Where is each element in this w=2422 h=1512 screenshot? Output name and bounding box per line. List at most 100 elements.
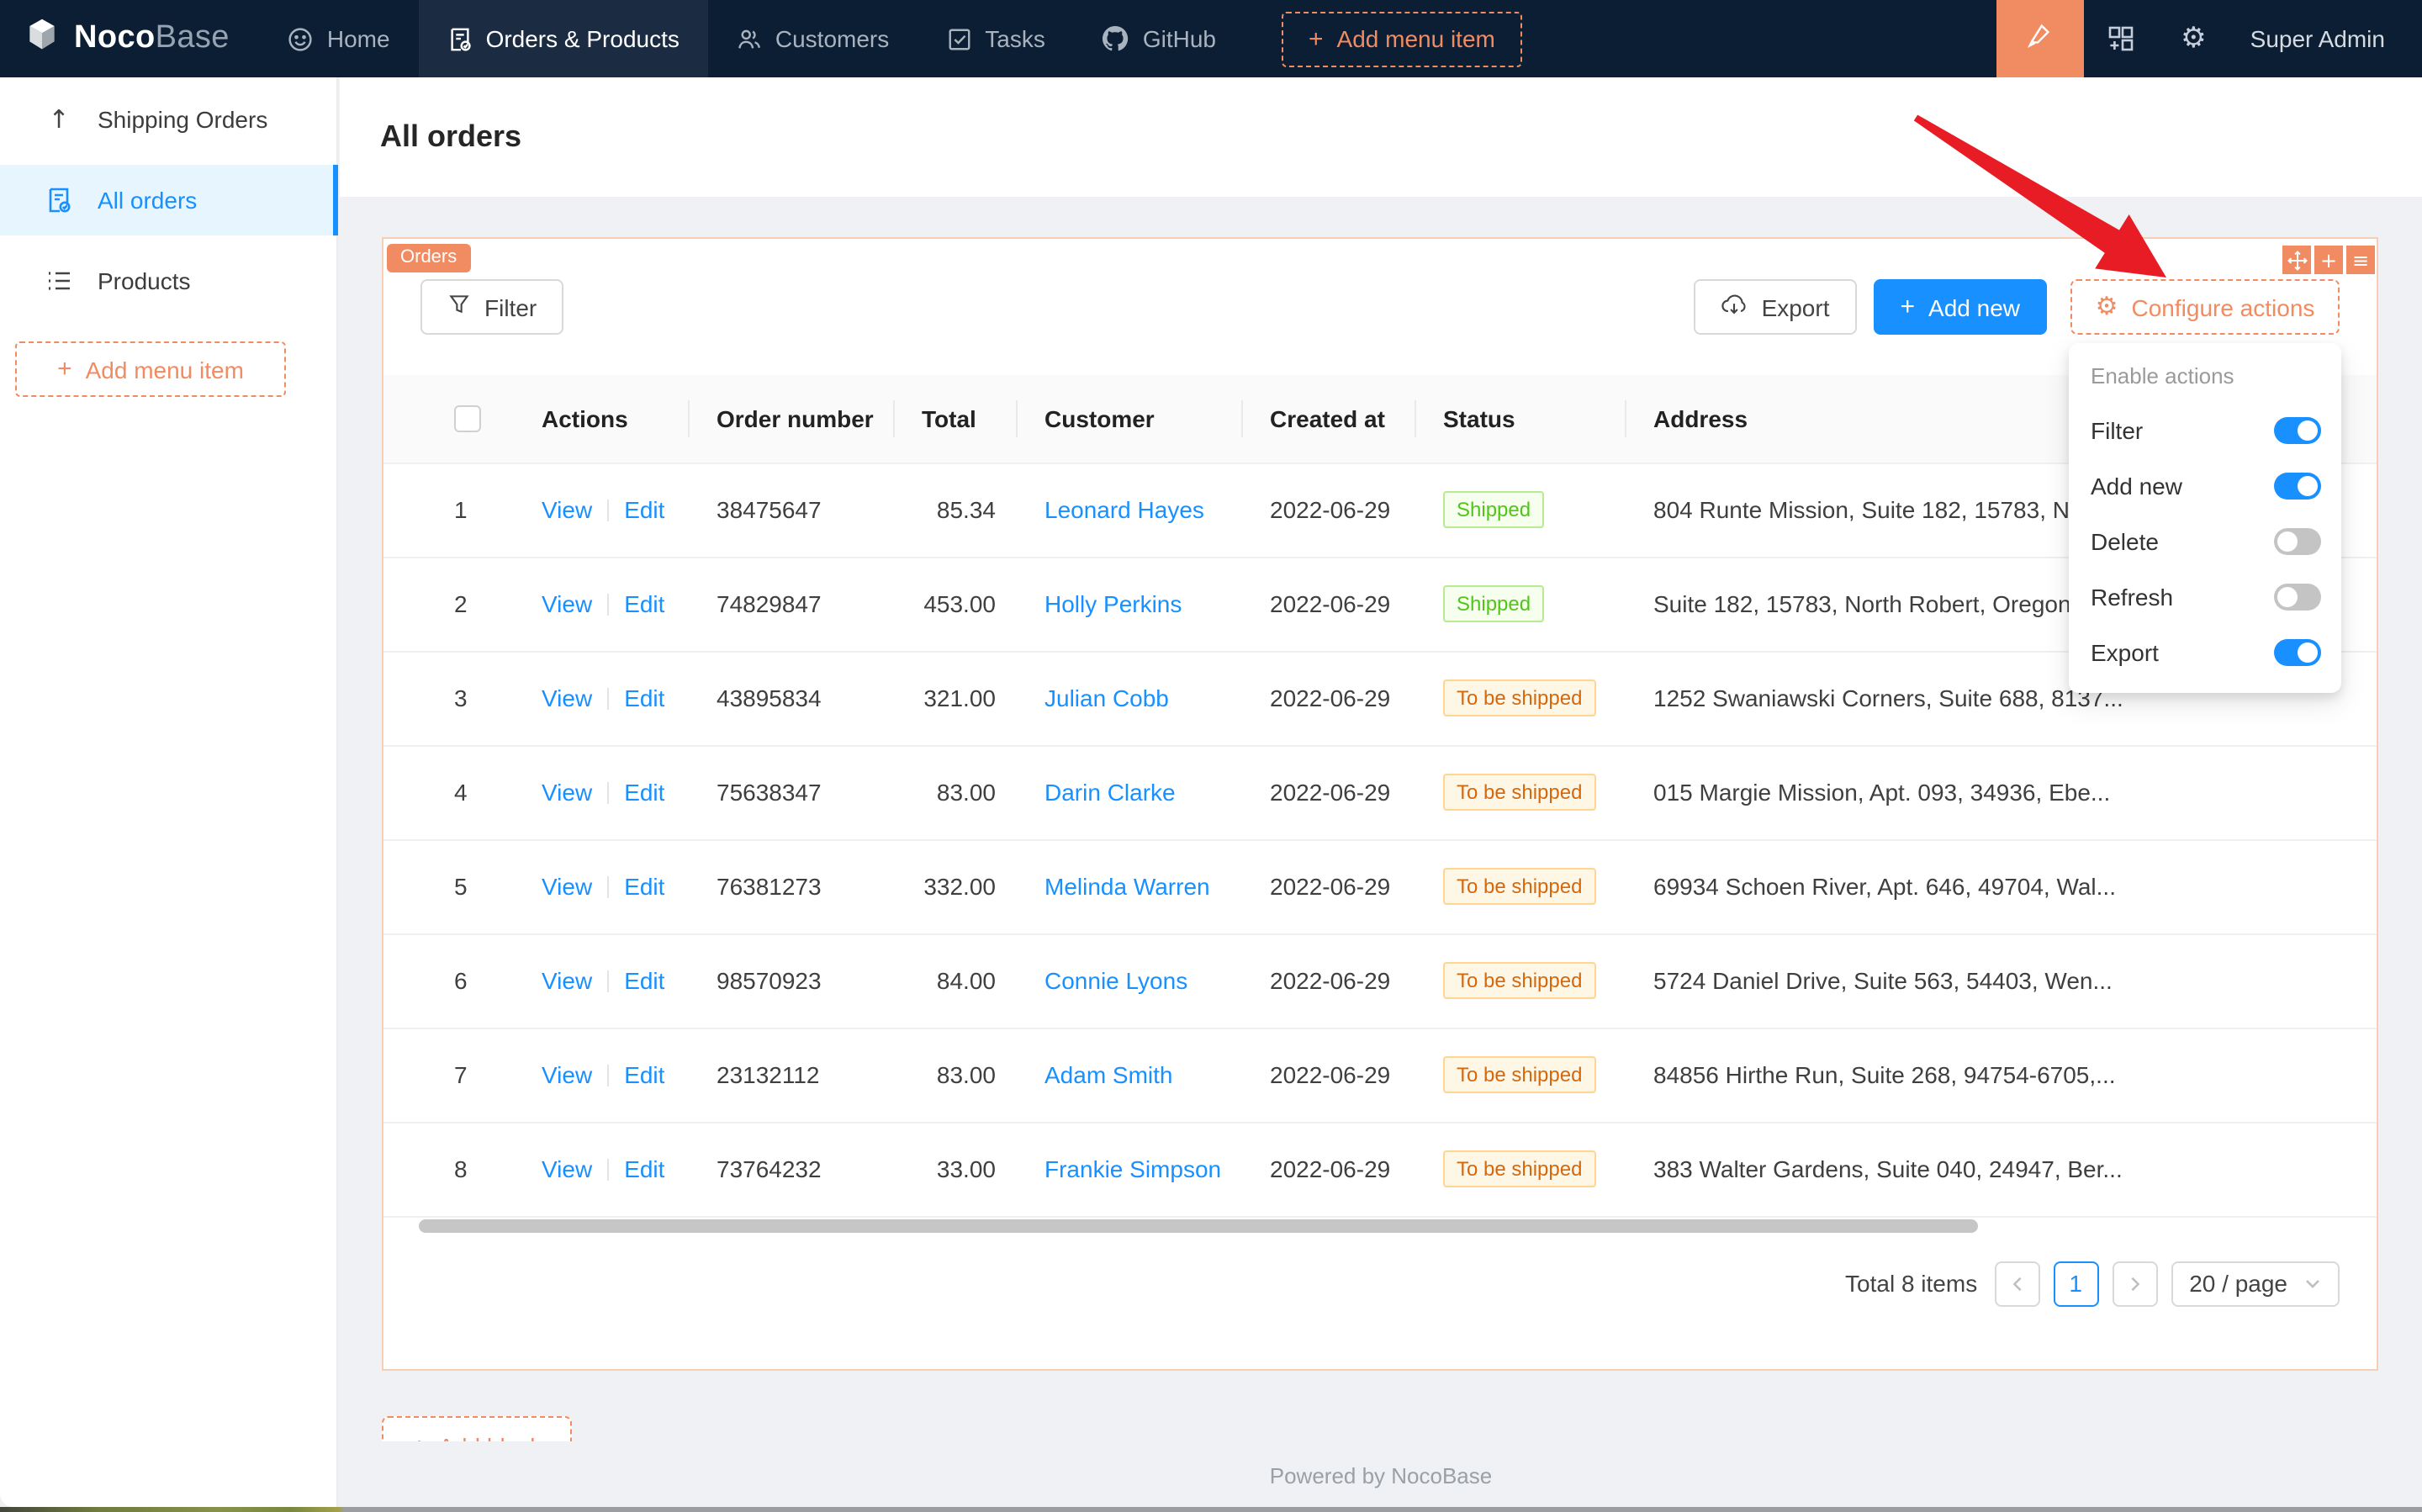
export-toggle[interactable] [2274,638,2321,665]
file-done-icon [447,26,473,51]
export-button[interactable]: Export [1695,279,1857,335]
customer-link[interactable]: Darin Clarke [1044,779,1176,806]
table-row: 6ViewEdit9857092384.00Connie Lyons2022-0… [383,933,2377,1028]
add-new-button[interactable]: + Add new [1874,279,2048,335]
customer-link[interactable]: Frankie Simpson [1044,1155,1221,1182]
customer-cell: Adam Smith [1018,1028,1243,1122]
edit-link[interactable]: Edit [624,873,664,900]
enable-action-item-refresh[interactable]: Refresh [2069,568,2341,624]
view-link[interactable]: View [542,590,592,617]
customer-link[interactable]: Adam Smith [1044,1061,1173,1088]
settings-gear-icon[interactable]: ⚙ [2181,22,2207,56]
enable-action-item-export[interactable]: Export [2069,624,2341,679]
dropdown-items: Filter Add new DeleteRefreshExport [2069,402,2341,679]
view-link[interactable]: View [542,967,592,994]
ui-editor-button[interactable] [1996,0,2083,77]
edit-link[interactable]: Edit [624,685,664,711]
horizontal-scrollbar[interactable] [419,1219,1978,1233]
enable-action-item-filter[interactable]: Filter [2069,402,2341,457]
refresh-toggle[interactable] [2274,583,2321,610]
edit-link[interactable]: Edit [624,496,664,523]
customer-link[interactable]: Holly Perkins [1044,590,1182,617]
created-at-cell: 2022-06-29 [1243,557,1416,651]
page-size-select[interactable]: 20 / page [2171,1261,2340,1306]
sidebar-item-shipping-orders[interactable]: ↑ Shipping Orders [0,84,336,155]
sidebar-item-all-orders[interactable]: All orders [0,165,336,235]
add-block-button[interactable]: + Add block [382,1416,572,1441]
customer-link[interactable]: Leonard Hayes [1044,496,1204,523]
nav-item-label: GitHub [1143,25,1216,52]
prev-page-button[interactable] [1994,1261,2039,1306]
order-number-cell: 43895834 [690,651,895,745]
add-new-toggle[interactable] [2274,472,2321,499]
app-window: NocoBase Home Orders & Products [0,0,2422,1512]
table-row: 8ViewEdit7376423233.00Frankie Simpson202… [383,1122,2377,1216]
plus-icon: + [412,1434,427,1441]
view-link[interactable]: View [542,496,592,523]
view-link[interactable]: View [542,1061,592,1088]
row-index: 8 [383,1122,515,1216]
sidebar-add-menu-item-button[interactable]: + Add menu item [15,341,286,397]
enable-action-item-add-new[interactable]: Add new [2069,457,2341,513]
menu-icon[interactable]: ≡ [2346,246,2375,274]
nav-item-home[interactable]: Home [260,0,419,77]
delete-toggle[interactable] [2274,527,2321,554]
column-header-total[interactable]: Total [895,375,1018,463]
brand-logo[interactable]: NocoBase [0,16,260,61]
next-page-button[interactable] [2112,1261,2157,1306]
customer-link[interactable]: Julian Cobb [1044,685,1169,711]
user-menu[interactable]: Super Admin [2250,25,2385,52]
status-cell: To be shipped [1416,1028,1626,1122]
customer-cell: Melinda Warren [1018,839,1243,933]
filter-toggle[interactable] [2274,416,2321,443]
total-cell: 33.00 [895,1122,1018,1216]
edit-link[interactable]: Edit [624,1155,664,1182]
drag-icon[interactable] [2282,246,2311,274]
view-link[interactable]: View [542,1155,592,1182]
column-header-customer[interactable]: Customer [1018,375,1243,463]
select-all-checkbox[interactable] [454,405,481,432]
edit-link[interactable]: Edit [624,967,664,994]
edit-link[interactable]: Edit [624,1061,664,1088]
plus-icon[interactable]: + [2314,246,2343,274]
enable-action-item-delete[interactable]: Delete [2069,513,2341,568]
sidebar-item-products[interactable]: Products [0,246,336,316]
nav-item-customers[interactable]: Customers [708,0,918,77]
customer-link[interactable]: Melinda Warren [1044,873,1210,900]
status-cell: To be shipped [1416,839,1626,933]
address-cell: 383 Walter Gardens, Suite 040, 24947, Be… [1626,1122,2377,1216]
edit-link[interactable]: Edit [624,590,664,617]
nav-add-menu-item-button[interactable]: + Add menu item [1282,11,1522,66]
page-title: All orders [380,119,521,155]
plus-icon: + [1901,294,1916,320]
view-link[interactable]: View [542,685,592,711]
column-header-order-number[interactable]: Order number [690,375,895,463]
highlighter-icon [2025,20,2054,57]
column-header-created-at[interactable]: Created at [1243,375,1416,463]
block-designer-toolbar: + ≡ [2282,246,2375,274]
nav-item-tasks[interactable]: Tasks [918,0,1074,77]
enable-actions-dropdown: Enable actions FilterAdd newDeleteRefres… [2069,343,2341,693]
file-done-icon [45,187,72,214]
row-index: 5 [383,839,515,933]
filter-button[interactable]: Filter [420,279,563,335]
chevron-down-icon [2304,1275,2321,1292]
customer-link[interactable]: Connie Lyons [1044,967,1187,994]
status-cell: To be shipped [1416,933,1626,1028]
customer-cell: Holly Perkins [1018,557,1243,651]
row-actions: View Edit [515,745,690,839]
plugin-blocks-icon[interactable] [2107,25,2134,52]
page-number-button[interactable]: 1 [2053,1261,2098,1306]
configure-actions-button[interactable]: ⚙ Configure actions [2070,279,2340,335]
view-link[interactable]: View [542,779,592,806]
column-header-status[interactable]: Status [1416,375,1626,463]
brand-base: Base [156,20,230,56]
nav-item-github[interactable]: GitHub [1074,0,1245,77]
nav-item-orders-products[interactable]: Orders & Products [419,0,708,77]
actions-divider [607,594,609,616]
edit-link[interactable]: Edit [624,779,664,806]
enable-action-label: Add new [2091,472,2182,499]
column-header-actions[interactable]: Actions [515,375,690,463]
view-link[interactable]: View [542,873,592,900]
order-number-cell: 23132112 [690,1028,895,1122]
